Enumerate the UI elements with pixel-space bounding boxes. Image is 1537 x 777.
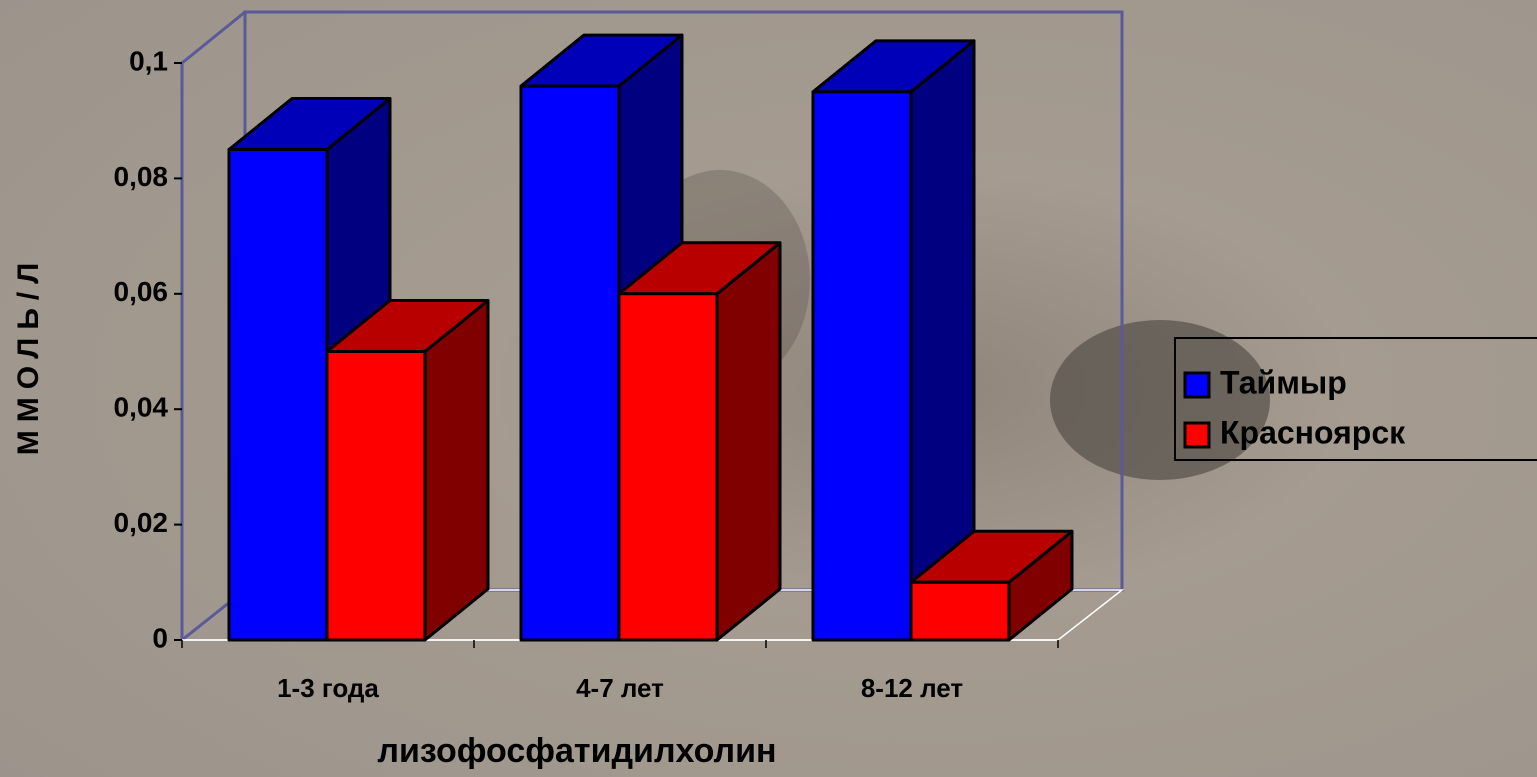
bar-front <box>811 90 913 642</box>
y-axis-title: ММОЛЬ/Л <box>12 255 45 456</box>
x-tick-label: 1-3 года <box>277 673 379 703</box>
bar-front <box>617 292 719 642</box>
bar-front <box>909 580 1011 642</box>
y-tick-label: 0,1 <box>129 45 168 76</box>
y-tick-label: 0,04 <box>114 392 169 423</box>
x-tick-label: 4-7 лет <box>576 673 664 703</box>
bar <box>909 529 1074 642</box>
legend-swatch <box>1183 421 1211 449</box>
y-axis-depth <box>181 10 246 65</box>
bar <box>519 33 684 642</box>
bar-side <box>423 299 490 642</box>
legend-label: Красноярск <box>1220 414 1406 450</box>
bar-front <box>227 148 329 642</box>
legend-box <box>1174 337 1537 461</box>
bar-front <box>325 350 427 642</box>
y-tick-label: 0 <box>152 622 168 653</box>
bar <box>811 39 976 642</box>
y-tick-label: 0,02 <box>114 507 169 538</box>
x-tick-label: 8-12 лет <box>861 673 964 703</box>
legend-label: Таймыр <box>1220 364 1347 400</box>
y-tick-label: 0,08 <box>114 161 169 192</box>
bar <box>325 299 490 642</box>
y-tick-label: 0,06 <box>114 276 169 307</box>
x-axis-title: лизофосфатидилхолин <box>377 732 776 770</box>
background-shade <box>1050 320 1270 480</box>
bar-front <box>519 84 621 642</box>
bar <box>617 241 782 642</box>
legend-swatch <box>1183 371 1211 399</box>
bar-side <box>715 241 782 642</box>
